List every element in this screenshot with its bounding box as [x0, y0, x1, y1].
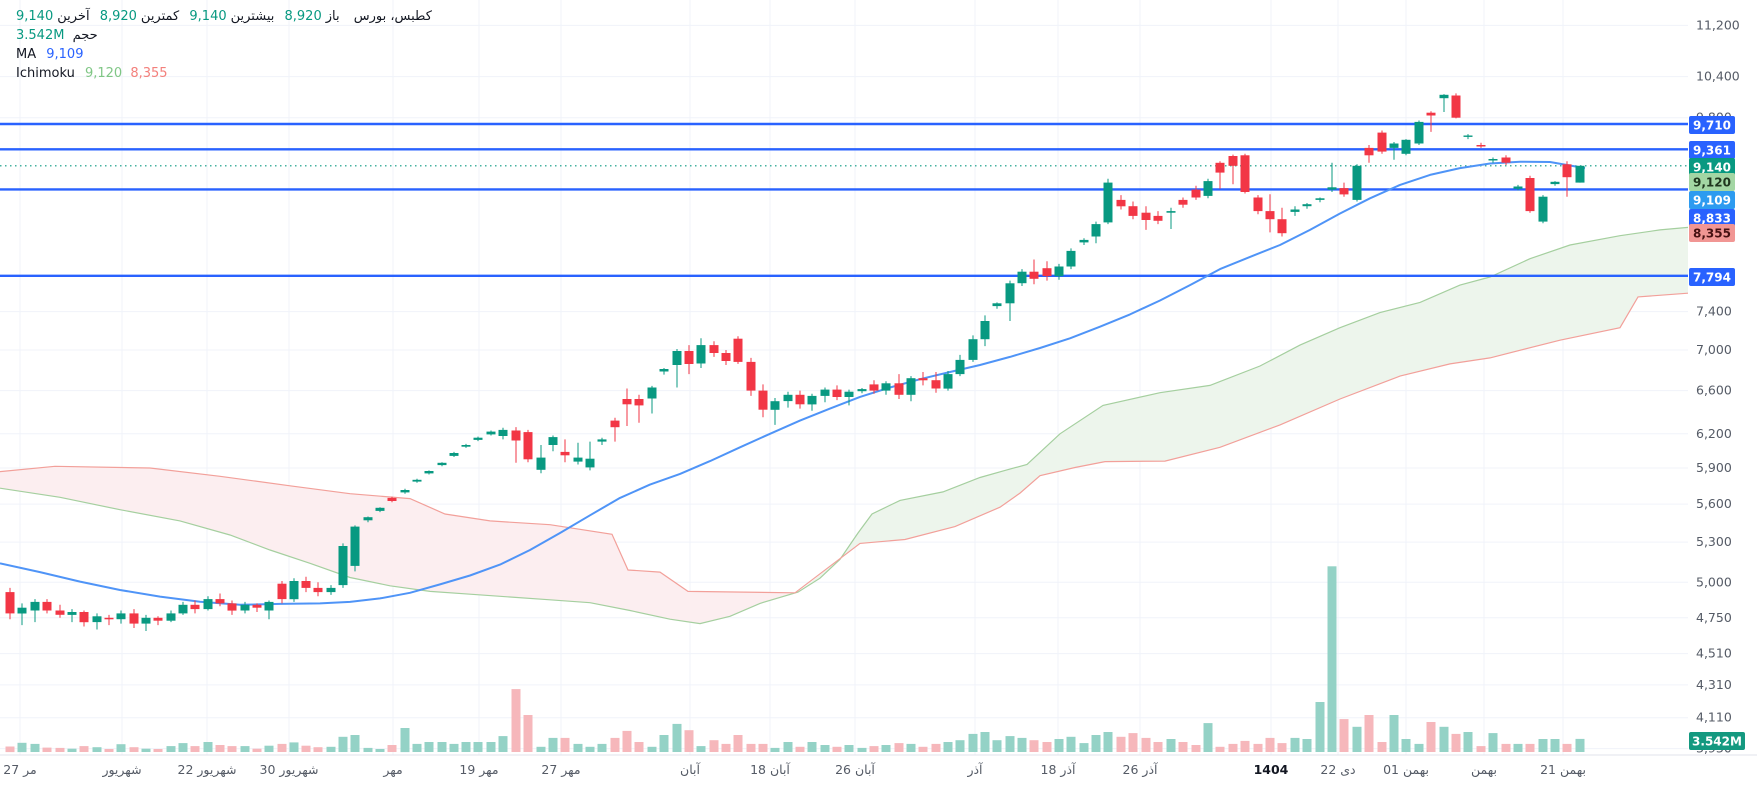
last-label: آخرین — [57, 9, 90, 24]
svg-text:9,109: 9,109 — [1693, 194, 1731, 208]
svg-text:10,400: 10,400 — [1696, 69, 1740, 84]
svg-text:22 دی: 22 دی — [1320, 762, 1355, 777]
open-value: 8,920 — [284, 9, 322, 24]
svg-text:21 بهمن: 21 بهمن — [1540, 762, 1586, 778]
volume-label: حجم — [72, 28, 98, 43]
svg-text:5,900: 5,900 — [1696, 460, 1732, 475]
ma-label: MA — [16, 47, 37, 62]
svg-text:26 آبان: 26 آبان — [835, 762, 875, 777]
low-value: 8,920 — [99, 9, 137, 24]
svg-text:8,355: 8,355 — [1693, 227, 1731, 241]
ma-line — [0, 160, 1586, 606]
svg-text:4,750: 4,750 — [1696, 610, 1732, 625]
symbol-title[interactable]: کطبس، بورس — [353, 9, 432, 24]
svg-text:5,000: 5,000 — [1696, 574, 1732, 589]
legend-volume-row: حجم 3.542M — [14, 27, 432, 45]
open-label: باز — [325, 9, 340, 24]
svg-text:7,400: 7,400 — [1696, 304, 1732, 319]
legend-ma-row: MA 9,109 — [14, 46, 432, 64]
svg-text:بهمن: بهمن — [1471, 762, 1497, 778]
ichimoku-span-b-value: 8,355 — [130, 66, 168, 81]
candles — [5, 93, 1585, 631]
ma-value: 9,109 — [46, 47, 84, 62]
ma-line-group — [0, 160, 1586, 606]
svg-text:18 آذر: 18 آذر — [1041, 762, 1076, 778]
grid-lines — [0, 0, 1688, 755]
svg-text:30 شهریور: 30 شهریور — [260, 762, 319, 778]
high-value: 9,140 — [189, 9, 227, 24]
last-value: 9,140 — [16, 9, 54, 24]
svg-text:مهر: مهر — [382, 762, 402, 778]
volume-bars — [5, 566, 1585, 753]
svg-text:آبان: آبان — [680, 762, 700, 777]
svg-text:01 بهمن: 01 بهمن — [1383, 762, 1429, 778]
chart-legend: کطبس، بورس باز8,920 بیشترین9,140 کمترین8… — [14, 8, 432, 84]
ichimoku-cloud — [0, 226, 1689, 625]
svg-text:8,833: 8,833 — [1693, 212, 1731, 226]
volume-value: 3.542M — [16, 28, 65, 43]
svg-text:آذر: آذر — [966, 762, 983, 778]
svg-text:6,200: 6,200 — [1696, 426, 1732, 441]
legend-ohlc-row: کطبس، بورس باز8,920 بیشترین9,140 کمترین8… — [14, 8, 432, 26]
svg-text:شهریور: شهریور — [101, 762, 141, 778]
svg-text:9,140: 9,140 — [1693, 161, 1731, 175]
svg-text:6,600: 6,600 — [1696, 383, 1732, 398]
svg-text:9,710: 9,710 — [1693, 119, 1731, 133]
svg-text:5,300: 5,300 — [1696, 534, 1732, 549]
svg-text:9,361: 9,361 — [1693, 144, 1731, 158]
svg-text:1404: 1404 — [1254, 762, 1289, 777]
svg-text:3.542M: 3.542M — [1692, 735, 1742, 749]
ichimoku-span-a-value: 9,120 — [84, 66, 123, 81]
time-axis[interactable]: 27 مر شهریور 22 شهریور 30 شهریور مهر 19 مهر 27… — [3, 762, 1586, 778]
svg-text:4,510: 4,510 — [1696, 646, 1732, 661]
svg-text:7,000: 7,000 — [1696, 342, 1732, 357]
svg-text:9,120: 9,120 — [1693, 176, 1731, 190]
svg-text:18 آبان: 18 آبان — [750, 762, 790, 777]
svg-text:26 آذر: 26 آذر — [1123, 762, 1158, 778]
svg-text:4,110: 4,110 — [1696, 710, 1732, 725]
legend-ichimoku-row: Ichimoku 9,120 8,355 — [14, 65, 432, 83]
svg-text:19 مهر: 19 مهر — [459, 762, 498, 778]
low-label: کمترین — [140, 9, 180, 24]
svg-text:27 مر: 27 مر — [3, 762, 36, 778]
high-label: بیشترین — [230, 9, 275, 24]
svg-text:22 شهریور: 22 شهریور — [178, 762, 237, 778]
svg-text:7,794: 7,794 — [1693, 271, 1731, 285]
svg-text:5,600: 5,600 — [1696, 496, 1732, 511]
svg-text:11,200: 11,200 — [1696, 17, 1740, 32]
ichimoku-label: Ichimoku — [16, 66, 75, 81]
svg-text:27 مهر: 27 مهر — [541, 762, 580, 778]
svg-text:4,310: 4,310 — [1696, 677, 1732, 692]
